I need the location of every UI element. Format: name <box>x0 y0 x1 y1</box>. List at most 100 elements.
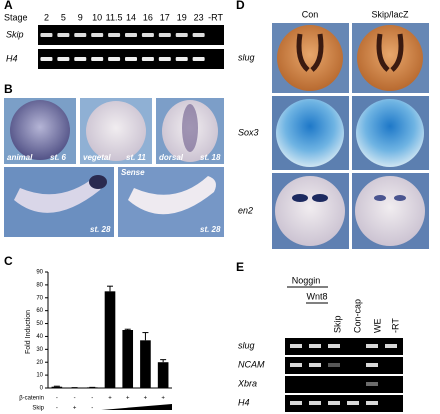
y-tick-label: 20 <box>36 360 43 366</box>
band <box>347 401 359 405</box>
band <box>158 57 171 61</box>
band <box>141 57 154 61</box>
row-label: slug <box>238 52 255 62</box>
y-tick-label: 60 <box>36 308 43 314</box>
row-label: NCAM <box>238 359 265 369</box>
wedge <box>101 404 172 410</box>
row-label: H4 <box>238 397 250 407</box>
embryo <box>14 176 103 213</box>
caption: animal <box>7 153 33 162</box>
band <box>158 33 171 37</box>
band <box>108 57 121 61</box>
stage-label: 17 <box>160 12 170 22</box>
header: Wnt8 <box>306 291 327 301</box>
sign: + <box>73 406 77 412</box>
sign: - <box>56 396 58 402</box>
band <box>192 33 205 37</box>
band <box>91 33 104 37</box>
stage-label: 10 <box>92 12 102 22</box>
stage-label: 16 <box>143 12 153 22</box>
band <box>57 57 70 61</box>
sign: + <box>108 396 112 402</box>
embryo <box>10 100 70 160</box>
band <box>366 401 378 405</box>
y-tick-label: 90 <box>36 270 43 276</box>
embryo <box>275 176 345 246</box>
bar <box>104 291 116 388</box>
row-label: slug <box>238 340 255 350</box>
y-tick-label: 50 <box>36 321 43 327</box>
band <box>108 33 121 37</box>
band <box>309 363 321 367</box>
panel-label: E <box>236 260 244 274</box>
sign: + <box>144 396 148 402</box>
band <box>290 401 302 405</box>
band <box>366 363 378 367</box>
embryo <box>182 104 198 152</box>
row-label: H4 <box>6 53 18 63</box>
caption: st. 28 <box>200 225 221 234</box>
embryo <box>356 99 424 167</box>
band <box>40 57 53 61</box>
band <box>309 344 321 348</box>
y-tick-label: 40 <box>36 334 43 340</box>
header: WE <box>372 319 382 334</box>
y-tick-label: 80 <box>36 282 43 288</box>
band <box>328 401 340 405</box>
sign: - <box>56 406 58 412</box>
header: Skip <box>332 315 342 333</box>
caption: Sense <box>121 168 145 177</box>
y-tick-label: 10 <box>36 373 43 379</box>
column-label: Con <box>302 9 319 19</box>
row-label: Sox3 <box>238 127 259 137</box>
panel-label: B <box>4 82 13 96</box>
row-label: Skip <box>32 406 44 412</box>
caption: st. 18 <box>200 153 221 162</box>
embryo <box>357 25 423 91</box>
y-axis-label: Fold Induction <box>25 310 32 354</box>
embryo <box>355 176 425 246</box>
sign: - <box>74 396 76 402</box>
band <box>328 344 340 348</box>
panel-label: A <box>4 0 13 12</box>
band <box>192 57 205 61</box>
band <box>40 33 53 37</box>
band <box>290 363 302 367</box>
band <box>366 382 378 386</box>
bar <box>157 362 169 388</box>
row-label: en2 <box>238 205 253 215</box>
embryo <box>86 101 146 161</box>
band <box>328 363 340 367</box>
caption: dorsal <box>159 153 184 162</box>
caption: st. 11 <box>126 153 146 162</box>
embryo <box>89 175 107 189</box>
stage-label: 23 <box>194 12 204 22</box>
column-label: Skip/lacZ <box>371 9 409 19</box>
bar <box>122 330 134 388</box>
band <box>125 57 137 61</box>
band <box>141 33 154 37</box>
band <box>74 57 87 61</box>
caption: st. 6 <box>50 153 67 162</box>
stage-label: 19 <box>177 12 187 22</box>
bar <box>51 386 63 388</box>
row-label: β-catenin <box>19 396 44 402</box>
gel <box>285 395 403 412</box>
stage-label: -RT <box>208 12 223 22</box>
band <box>385 344 397 348</box>
stage-label: 9 <box>78 12 83 22</box>
row-label: Xbra <box>237 378 257 388</box>
stage-label: 14 <box>126 12 136 22</box>
y-tick-label: 70 <box>36 295 43 301</box>
header: Con-cap <box>352 299 362 333</box>
sign: + <box>161 396 165 402</box>
caption: vegetal <box>83 153 111 162</box>
y-tick-label: 30 <box>36 347 43 353</box>
stage-label: 5 <box>61 12 66 22</box>
panel-label: D <box>236 0 245 12</box>
header: Noggin <box>292 275 321 285</box>
caption: st. 28 <box>90 225 111 234</box>
band <box>175 57 188 61</box>
band <box>366 344 378 348</box>
